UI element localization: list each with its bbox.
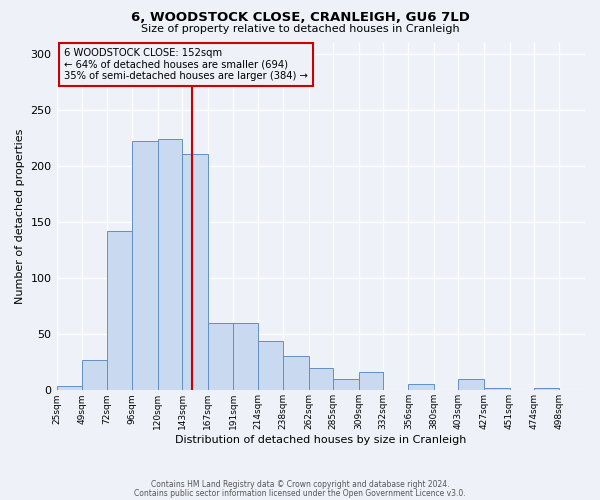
Bar (409, 384, 434, 390)
Bar (56, 386, 82, 390)
Bar (308, 368, 333, 390)
Bar (132, 141, 158, 390)
Bar (107, 231, 132, 390)
Bar (458, 379, 484, 390)
Bar (158, 139, 182, 390)
Text: Contains HM Land Registry data © Crown copyright and database right 2024.: Contains HM Land Registry data © Crown c… (151, 480, 449, 489)
Bar (82, 360, 107, 390)
Y-axis label: Number of detached properties: Number of detached properties (15, 128, 25, 304)
Bar (333, 379, 359, 390)
Bar (484, 388, 509, 390)
Text: Contains public sector information licensed under the Open Government Licence v3: Contains public sector information licen… (134, 488, 466, 498)
Bar (534, 388, 559, 390)
Bar (182, 154, 208, 390)
Text: 6, WOODSTOCK CLOSE, CRANLEIGH, GU6 7LD: 6, WOODSTOCK CLOSE, CRANLEIGH, GU6 7LD (131, 11, 469, 24)
Bar (359, 372, 383, 390)
X-axis label: Distribution of detached houses by size in Cranleigh: Distribution of detached houses by size … (175, 435, 466, 445)
Bar (233, 323, 257, 390)
Bar (208, 323, 233, 390)
Text: 6 WOODSTOCK CLOSE: 152sqm
← 64% of detached houses are smaller (694)
35% of semi: 6 WOODSTOCK CLOSE: 152sqm ← 64% of detac… (64, 48, 308, 81)
Bar (257, 341, 283, 390)
Bar (283, 356, 308, 390)
Text: Size of property relative to detached houses in Cranleigh: Size of property relative to detached ho… (140, 24, 460, 34)
